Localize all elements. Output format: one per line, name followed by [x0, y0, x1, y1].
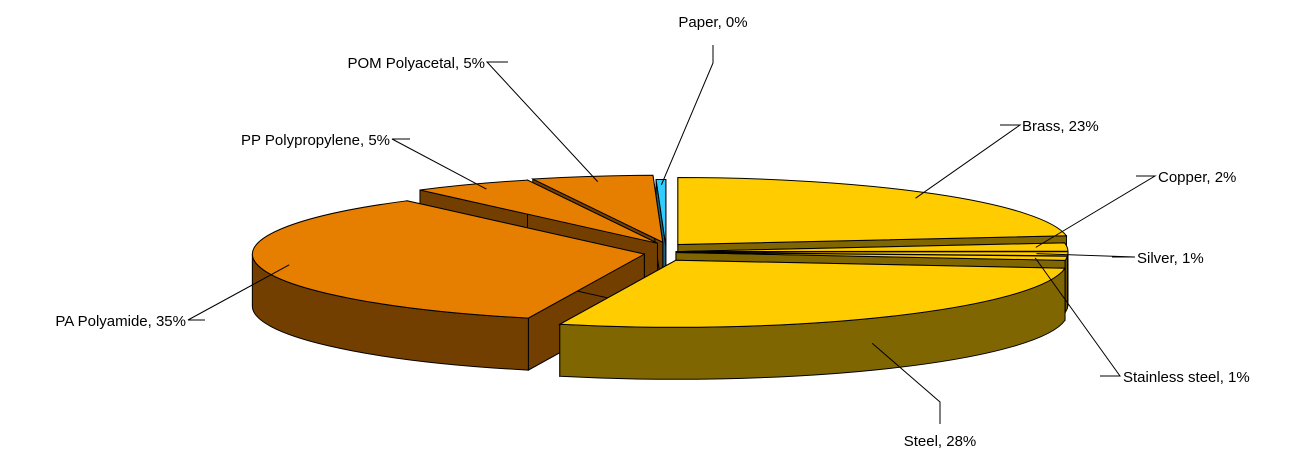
leader-line-paper	[660, 45, 714, 186]
slice-stainless-steel	[675, 251, 1069, 261]
leader-line-silver	[1036, 253, 1136, 258]
label-silver: Silver, 1%	[1137, 250, 1204, 267]
slice-pom-polyacetal	[530, 174, 664, 244]
slice-copper	[675, 242, 1069, 253]
label-copper: Copper, 2%	[1158, 169, 1236, 186]
slice-labels: Brass, 23% Copper, 2% Silver, 1% Stainless …	[55, 14, 1249, 450]
leader-line-pom-polyacetal	[485, 61, 599, 182]
leader-line-pp-polypropylene	[391, 138, 487, 190]
slice-pa-polyamide	[251, 200, 646, 319]
label-stainless-steel: Stainless steel, 1%	[1123, 369, 1250, 386]
leader-line-copper	[1035, 175, 1157, 248]
slice-steel	[558, 259, 1066, 328]
label-pom-polyacetal: POM Polyacetal, 5%	[347, 55, 485, 72]
leader-line-pa-polyamide	[187, 264, 290, 321]
leader-line-stainless-steel	[1034, 257, 1121, 377]
slice-paper	[655, 178, 667, 247]
pie-slices	[251, 174, 1069, 328]
leader-line-steel	[871, 342, 941, 424]
leader-line-brass	[915, 124, 1022, 199]
slice-pp-polypropylene	[419, 179, 658, 244]
label-pa-polyamide: PA Polyamide, 35%	[55, 313, 186, 330]
label-brass: Brass, 23%	[1022, 118, 1099, 135]
leader-lines	[187, 45, 1157, 424]
label-pp-polypropylene: PP Polypropylene, 5%	[241, 132, 390, 149]
label-steel: Steel, 28%	[904, 433, 977, 450]
label-paper: Paper, 0%	[678, 14, 747, 31]
slice-brass	[677, 177, 1068, 246]
